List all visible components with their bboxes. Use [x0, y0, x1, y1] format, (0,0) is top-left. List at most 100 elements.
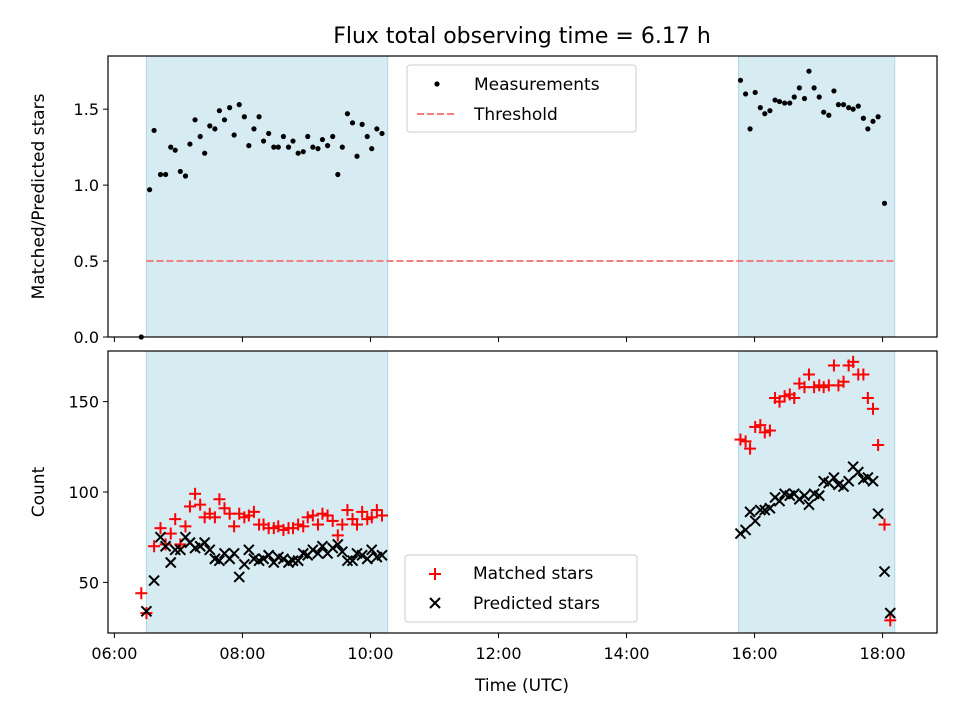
predicted-star-point-b: [351, 547, 363, 560]
x-tick-label: 06:00: [91, 644, 137, 663]
measurement-point: [236, 102, 242, 108]
matched-star-point: [321, 509, 334, 522]
measurement-point: [835, 102, 842, 108]
predicted-star-point-b: [257, 553, 270, 565]
predicted-star-point: [361, 553, 373, 565]
y-tick-label: 0.5: [74, 252, 99, 271]
predicted-star-point-b: [287, 554, 299, 567]
predicted-star-point: [213, 554, 226, 567]
measurement-point: [776, 98, 783, 105]
predicted-star-point-b: [204, 544, 216, 556]
y-tick-label: 1.5: [74, 100, 99, 119]
y-tick-label: 100: [68, 483, 99, 502]
predicted-star-point-b: [184, 536, 196, 549]
measurement-point: [202, 150, 208, 156]
measurement-point: [816, 94, 822, 100]
measurement-point: [782, 100, 788, 106]
predicted-star-point-b: [336, 545, 349, 558]
predicted-star-point-b: [307, 544, 319, 556]
measurement-point: [266, 130, 272, 137]
matched-star-point: [292, 518, 305, 531]
predicted-star-point: [238, 558, 251, 571]
predicted-star-point: [878, 565, 891, 578]
measurement-point: [275, 144, 281, 150]
predicted-star-point-b: [847, 460, 859, 473]
count-y-ticks: 50 100 150: [68, 393, 108, 592]
measurement-point: [212, 126, 218, 132]
predicted-star-point: [346, 554, 359, 567]
matched-star-point: [370, 504, 383, 517]
x-tick-label: 10:00: [347, 644, 393, 663]
matched-star-point: [326, 514, 339, 527]
measurement-point: [359, 121, 365, 127]
measurement-point: [241, 114, 247, 120]
count-panel: 06:00 08:00 10:00 12:00 14:00 16:00 18:00 50 10…: [29, 350, 938, 696]
measurement-point: [227, 105, 233, 111]
matched-star-point: [866, 402, 879, 415]
predicted-star-point-b: [832, 479, 845, 491]
predicted-star-point: [793, 493, 806, 505]
predicted-star-point: [842, 475, 855, 487]
predicted-star-point: [257, 553, 270, 565]
ratio-y-axis-label: Matched/Predicted stars: [29, 93, 49, 299]
measurement-point: [339, 144, 345, 150]
measurement-point: [737, 77, 744, 83]
predicted-star-point: [872, 507, 884, 520]
y-tick-label: 0.0: [74, 328, 99, 347]
matched-star-point: [837, 375, 850, 388]
measurement-point: [192, 117, 198, 123]
matched-star-point: [744, 442, 757, 455]
legend-predicted-marker: [429, 597, 441, 609]
count-legend-box: [404, 554, 638, 623]
predicted-star-point-b: [867, 475, 879, 487]
measurement-point: [826, 112, 832, 118]
measurement-point: [354, 153, 360, 159]
measurement-point: [271, 144, 277, 150]
predicted-star-point-b: [778, 488, 791, 500]
x-tick-label: 14:00: [603, 644, 649, 663]
matched-star-point: [336, 518, 349, 531]
matched-star-point: [301, 511, 314, 524]
predicted-star-point-b: [159, 540, 172, 552]
measurement-point: [216, 108, 222, 114]
measurement-point: [811, 85, 817, 91]
predicted-star-point-b: [734, 527, 747, 540]
measurement-point: [163, 171, 169, 178]
matched-star-point: [306, 509, 319, 522]
matched-star-point: [213, 493, 226, 506]
chart-title: Flux total observing time = 6.17 h: [333, 24, 711, 49]
predicted-star-point: [243, 544, 255, 556]
ratio-panel: 0.0 0.5 1.0 1.5 Matched/Predicted stars Mea…: [29, 55, 938, 347]
measurement-point: [379, 130, 385, 137]
predicted-star-point-b: [154, 531, 167, 543]
predicted-star-point: [154, 531, 167, 543]
matched-stars-series: [135, 355, 897, 627]
predicted-star-point-b: [852, 466, 864, 478]
measurement-point: [285, 144, 292, 150]
predicted-star-point-b: [813, 489, 825, 502]
predicted-star-point: [198, 536, 211, 549]
predicted-star-point: [798, 489, 811, 502]
matched-star-point: [734, 433, 747, 446]
predicted-star-point-b: [316, 540, 329, 552]
measurement-point: [801, 95, 808, 102]
predicted-star-point-b: [749, 515, 761, 527]
predicted-star-point: [867, 475, 879, 487]
predicted-star-point: [852, 466, 864, 478]
predicted-star-point: [262, 549, 275, 561]
predicted-star-point: [366, 544, 378, 556]
measurement-point: [369, 146, 375, 152]
predicted-star-point: [744, 506, 756, 518]
predicted-star-point: [749, 515, 761, 527]
matched-star-point: [194, 498, 207, 511]
predicted-star-point: [165, 556, 177, 569]
measurement-point: [207, 123, 213, 129]
predicted-star-point: [884, 607, 896, 619]
measurements-points: [138, 68, 888, 340]
matched-star-point: [356, 505, 369, 518]
predicted-star-point-b: [773, 495, 786, 507]
predicted-star-point-b: [346, 554, 359, 567]
predicted-star-point: [376, 549, 388, 561]
measurement-point: [324, 143, 331, 149]
